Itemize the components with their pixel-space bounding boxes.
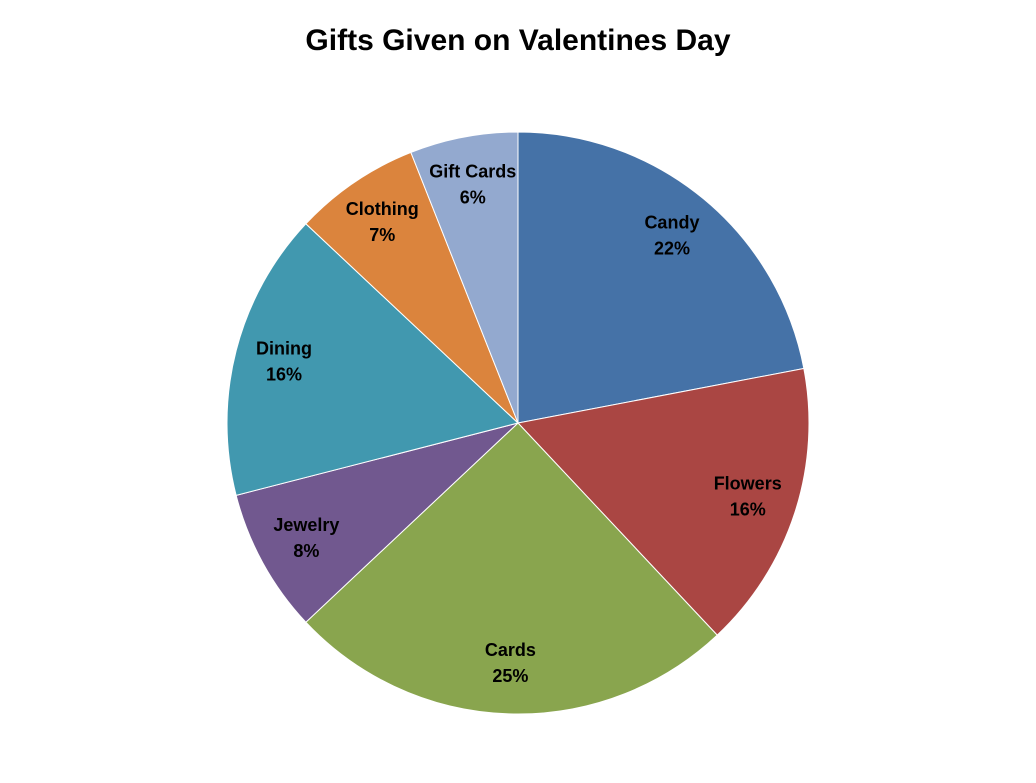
pie-slice [517, 367, 810, 636]
pie-slice [226, 223, 520, 496]
slice-category-label: Jewelry [273, 515, 339, 535]
slice-category-label: Candy [644, 213, 699, 233]
slice-value-label: 7% [369, 225, 395, 245]
pie-slice [305, 422, 718, 715]
slice-category-label: Clothing [346, 199, 419, 219]
slice-category-label: Flowers [714, 473, 782, 493]
slice-category-label: Gift Cards [429, 161, 516, 181]
slice-value-label: 16% [730, 499, 766, 519]
pie-slice [235, 422, 519, 623]
slice-value-label: 25% [492, 666, 528, 686]
pie-slice [410, 131, 519, 424]
slice-value-label: 22% [654, 239, 690, 259]
slice-category-label: Dining [256, 339, 312, 359]
slice-value-label: 16% [266, 365, 302, 385]
slice-value-label: 8% [293, 541, 319, 561]
pie-slice [517, 131, 805, 424]
pie-slice [305, 151, 519, 424]
slice-value-label: 6% [460, 187, 486, 207]
chart-title: Gifts Given on Valentines Day [305, 24, 730, 57]
slice-category-label: Cards [485, 640, 536, 660]
